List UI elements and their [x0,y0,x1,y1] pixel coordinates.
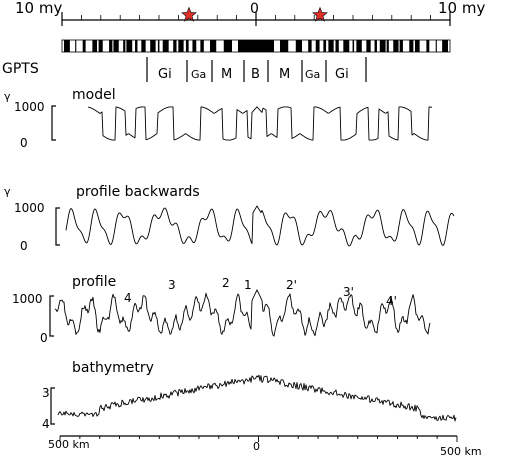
polarity-block [435,40,437,52]
chron-m-left: M [221,67,232,82]
polarity-block [157,40,160,52]
model-trace [87,106,433,141]
polarity-block [426,40,430,52]
chron-ga-left: Ga [191,68,206,81]
polarity-block [352,40,355,52]
profile-title: profile [72,274,116,290]
polarity-block [356,40,362,52]
polarity-block [82,40,86,52]
backwards-y-top: 1000 [14,201,45,215]
polarity-block [123,40,126,52]
time-axis: 10 my 0 10 my [15,0,485,26]
polarity-block [399,40,403,52]
bathymetry-title: bathymetry [72,360,154,376]
anomaly-3: 3 [168,278,176,292]
polarity-block [178,40,184,52]
bathymetry-trace [57,374,457,422]
star-marker-left [181,6,197,22]
anomaly-3-prime: 3' [343,285,354,299]
bathymetry-y-bottom: 4 [42,417,50,431]
polarity-block [209,40,217,52]
gpts-polarity-bar [61,39,451,53]
polarity-block [323,40,327,52]
distance-right-label: 500 km [440,445,482,457]
polarity-block [192,40,197,52]
polarity-block [409,40,414,52]
polarity-block [379,40,386,52]
polarity-block [200,40,204,52]
polarity-block [223,40,232,52]
polarity-block [92,40,98,52]
anomaly-2-prime: 2' [286,278,297,292]
polarity-block [374,40,377,52]
model-y-top: 1000 [14,100,45,114]
chron-b: B [251,67,260,82]
model-title: model [72,87,116,103]
model-unit: γ [4,90,11,103]
polarity-block [150,40,156,52]
polarity-block [295,40,303,52]
polarity-block [414,40,420,52]
profile-backwards-panel: γ profile backwards 1000 0 [4,184,455,253]
polarity-block [113,40,119,52]
gpts-label: GPTS [2,61,39,77]
polarity-block [64,40,70,52]
profile-y-top: 1000 [12,292,43,306]
polarity-block [280,40,289,52]
bathymetry-y-top: 3 [42,386,50,400]
polarity-block [173,40,177,52]
polarity-block [335,40,339,52]
profile-panel: profile 1000 0 4 3 2 1 2' 3' 4' [12,274,431,345]
polarity-block [315,40,320,52]
polarity-block [256,40,274,52]
polarity-block [141,40,146,52]
polarity-block [442,40,448,52]
distance-axis: 500 km 0 500 km [48,435,482,457]
backwards-trace [65,205,455,247]
polarity-block [343,40,350,52]
chron-gi-right: Gi [335,67,349,82]
backwards-y-bottom: 0 [20,239,28,253]
chron-m-right: M [279,67,290,82]
polarity-block [366,40,371,52]
backwards-title: profile backwards [76,184,200,200]
polarity-block [98,40,103,52]
time-axis-left-label: 10 my [15,0,62,17]
polarity-block [185,40,189,52]
polarity-block [308,40,312,52]
chron-ga-right: Ga [305,68,320,81]
polarity-block [126,40,133,52]
distance-left-label: 500 km [48,438,90,451]
profile-trace [54,289,431,337]
polarity-block [386,40,389,52]
polarity-block [238,40,256,52]
backwards-unit: γ [4,185,11,198]
chron-labels: Gi Ga M B M Ga Gi [146,57,367,82]
polarity-block [393,40,399,52]
anomaly-4: 4 [124,291,132,305]
polarity-block [162,40,169,52]
polarity-block [75,40,77,52]
model-y-bottom: 0 [20,136,28,150]
bathymetry-panel: bathymetry 3 4 [42,360,457,431]
anomaly-2: 2 [222,276,230,290]
polarity-block [135,40,138,52]
time-axis-right-label: 10 my [438,0,485,17]
polarity-block [109,40,113,52]
profile-y-bottom: 0 [40,331,48,345]
distance-center-label: 0 [253,440,260,453]
anomaly-1: 1 [244,278,252,292]
time-axis-center-label: 0 [250,1,259,17]
star-marker-right [312,6,328,22]
polarity-block [328,40,334,52]
model-panel: γ model 1000 0 [4,87,433,150]
chron-gi-left: Gi [158,67,172,82]
